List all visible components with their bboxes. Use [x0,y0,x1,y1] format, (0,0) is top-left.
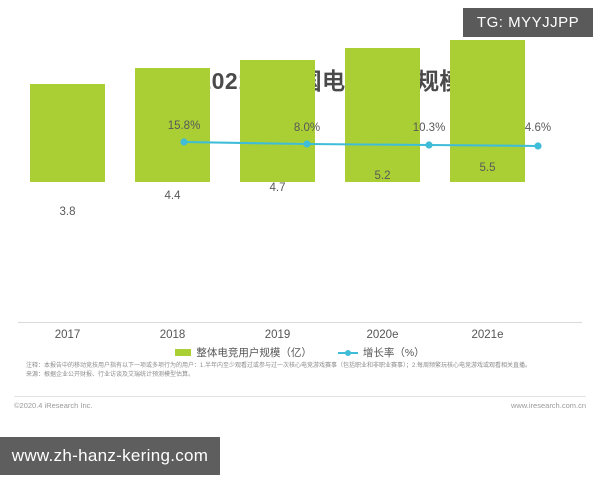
x-axis-line [18,322,582,323]
footnote-note: 注释：本报告中的移动竞技用户指有以下一项或多项行为的用户：1.半年内至少观看过或… [26,363,532,369]
x-axis-tick-2020e: 2020e [366,329,399,341]
footnotes: 注释：本报告中的移动竞技用户指有以下一项或多项行为的用户：1.半年内至少观看过或… [26,362,578,381]
bar-value-label: 4.7 [269,182,286,194]
legend-bar-swatch-icon [175,349,192,356]
bar-value-label: 3.8 [59,206,76,218]
site-watermark-badge: www.zh-hanz-kering.com [0,437,220,475]
line-point-2021e [534,142,542,150]
x-axis-tick-2021e: 2021e [471,329,504,341]
growth-rate-label: 10.3% [412,122,446,134]
bar-2020e [345,48,420,182]
x-axis-tick-2018: 2018 [159,329,186,341]
legend-label-bar-series: 整体电竞用户规模（亿） [196,347,312,359]
line-point-2020e [425,141,433,149]
growth-rate-label: 4.6% [524,122,552,134]
footer-divider [14,396,586,397]
bar-value-label: 4.4 [164,190,181,202]
copyright-text: ©2020.4 iResearch Inc. [14,401,93,410]
legend-line-swatch-icon [337,349,358,357]
source-url-text: www.iresearch.com.cn [510,401,586,410]
growth-rate-label: 8.0% [293,122,321,134]
x-axis-tick-2017: 2017 [54,329,81,341]
line-point-2019 [303,140,311,148]
growth-rate-polyline [182,140,540,148]
bar-2021e [450,40,525,182]
tg-watermark-badge: TG: MYYJJPP [463,8,593,37]
line-point-2018 [180,138,188,146]
legend-label-line-series: 增长率（%） [362,347,425,359]
legend-item-line-series: 增长率（%） [337,345,425,360]
bar-2017 [30,84,105,182]
chart-plot-area: 3.8 4.4 4.7 5.2 5.5 15.8% 8.0% 10.3% 4.6… [18,40,582,341]
growth-rate-label: 15.8% [167,120,201,132]
legend-item-bar-series: 整体电竞用户规模（亿） [175,345,312,360]
growth-rate-line-series [180,138,542,150]
x-axis-tick-2019: 2019 [264,329,291,341]
bar-value-label: 5.2 [374,170,391,182]
chart-legend: 整体电竞用户规模（亿） 增长率（%） [0,345,600,360]
footnote-source: 来源：根据企业公开财报、行业访谈及艾瑞统计预测模型估算。 [26,372,195,379]
bar-2018 [135,68,210,182]
bar-value-label: 5.5 [479,162,496,174]
bar-2019 [240,60,315,182]
